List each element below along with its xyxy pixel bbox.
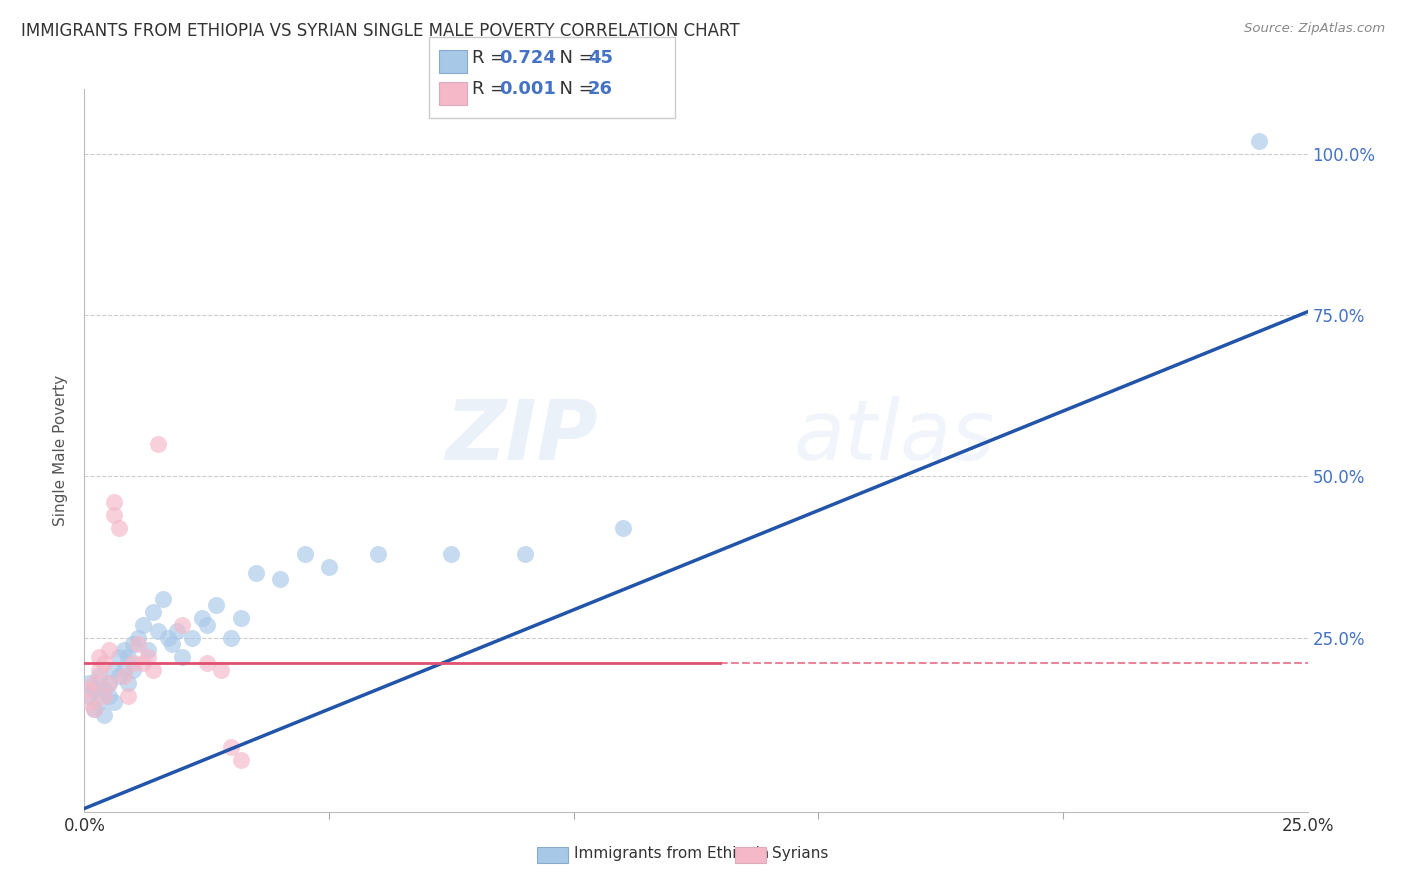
Point [117,689,139,703]
Point [103,695,125,709]
Point [367,547,389,561]
Point [440,547,463,561]
Point [87,649,110,664]
Point [93,657,115,671]
Point [146,624,169,639]
Point [127,637,149,651]
Point [219,740,242,755]
Point [87,669,110,683]
Point [162,637,184,651]
Text: atlas: atlas [794,395,995,476]
Point [87,695,110,709]
Point [172,649,194,664]
Point [103,663,125,677]
Point [156,631,179,645]
Point [93,682,115,697]
Text: 0.001: 0.001 [499,80,555,98]
Point [152,591,174,606]
Text: Syrians: Syrians [772,846,828,861]
Point [97,643,120,657]
Text: R =: R = [472,80,512,98]
Point [87,663,110,677]
Point [93,689,115,703]
Point [77,689,100,703]
Point [219,631,242,645]
Point [83,675,105,690]
Point [122,657,145,671]
Point [117,675,139,690]
Point [1247,134,1270,148]
Point [77,675,100,690]
Point [245,566,267,580]
Point [112,643,135,657]
Point [77,682,100,697]
Text: 0.724: 0.724 [499,49,555,67]
Point [195,617,218,632]
Text: ZIP: ZIP [446,395,598,476]
Point [97,675,120,690]
Text: 26: 26 [588,80,613,98]
Point [107,649,129,664]
Point [166,624,188,639]
Point [107,521,129,535]
Point [229,753,252,767]
Point [83,682,105,697]
Point [181,631,204,645]
Point [103,508,125,522]
Text: R =: R = [472,49,512,67]
Text: 45: 45 [588,49,613,67]
Point [269,573,291,587]
Point [229,611,252,625]
Point [122,663,145,677]
Point [97,675,120,690]
Point [107,669,129,683]
Point [294,547,316,561]
Point [612,521,634,535]
Point [83,701,105,715]
Point [209,663,232,677]
Point [112,663,135,677]
Point [93,708,115,723]
Point [77,695,100,709]
Point [132,657,155,671]
Point [191,611,214,625]
Text: N =: N = [548,49,600,67]
Point [513,547,536,561]
Point [195,657,218,671]
Point [117,649,139,664]
Point [205,599,228,613]
Text: IMMIGRANTS FROM ETHIOPIA VS SYRIAN SINGLE MALE POVERTY CORRELATION CHART: IMMIGRANTS FROM ETHIOPIA VS SYRIAN SINGL… [21,22,740,40]
Y-axis label: Single Male Poverty: Single Male Poverty [53,375,69,526]
Point [127,631,149,645]
Point [97,689,120,703]
Point [136,643,159,657]
Text: Immigrants from Ethiopia: Immigrants from Ethiopia [574,846,769,861]
Point [83,701,105,715]
Point [132,617,155,632]
Point [142,663,165,677]
Text: Source: ZipAtlas.com: Source: ZipAtlas.com [1244,22,1385,36]
Point [136,649,159,664]
Point [318,559,340,574]
Point [122,637,145,651]
Point [103,495,125,509]
Point [142,605,165,619]
Point [172,617,194,632]
Point [146,437,169,451]
Point [112,669,135,683]
Text: N =: N = [548,80,600,98]
